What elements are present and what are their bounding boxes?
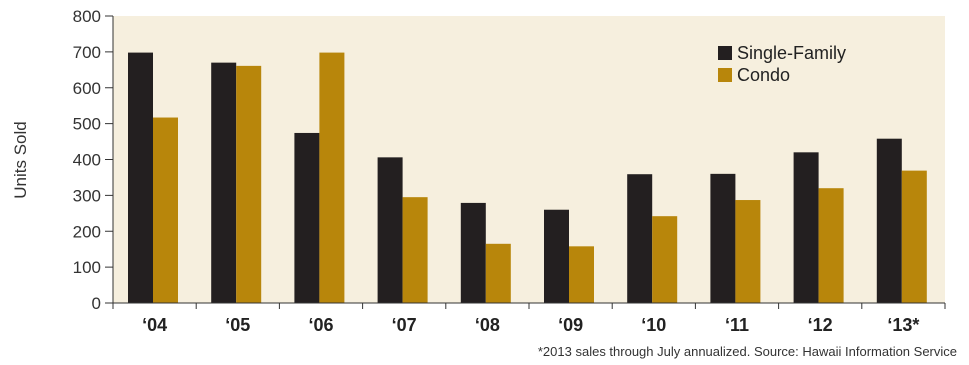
bar-condo: [569, 246, 594, 303]
bar-condo: [818, 188, 844, 303]
x-category-label: ‘08: [475, 315, 500, 335]
bar-condo: [485, 243, 511, 303]
bar-single-family: [876, 138, 902, 303]
x-category-label: ‘04: [142, 315, 167, 335]
bar-single-family: [294, 132, 320, 303]
y-tick-label: 300: [73, 186, 101, 205]
bar-condo: [319, 52, 345, 303]
y-tick-label: 400: [73, 151, 101, 170]
x-axis: ‘04 ‘05 ‘06 ‘07 ‘08 ‘09 ‘10 ‘11 ‘12 ‘13*: [112, 302, 946, 335]
bar-single-family: [128, 52, 153, 303]
legend-label-condo: Condo: [737, 65, 790, 85]
y-tick-label: 500: [73, 115, 101, 134]
bar-condo: [735, 200, 761, 303]
y-tick-label: 200: [73, 222, 101, 241]
bar-condo: [402, 197, 428, 303]
bar-condo: [901, 170, 927, 303]
x-category-label: ‘12: [808, 315, 833, 335]
x-category-label: ‘10: [641, 315, 666, 335]
bar-single-family: [377, 157, 403, 303]
legend: Single-Family Condo: [718, 43, 846, 85]
x-category-label: ‘09: [558, 315, 583, 335]
y-axis-label: Units Sold: [11, 121, 30, 198]
bars-group: [128, 52, 927, 304]
legend-swatch-condo: [718, 68, 732, 82]
x-category-label: ‘07: [392, 315, 417, 335]
legend-swatch-single-family: [718, 46, 732, 60]
bar-single-family: [793, 152, 819, 303]
y-tick-label: 700: [73, 43, 101, 62]
y-axis: 0 100 200 300 400 500 600 700 800: [73, 7, 114, 313]
x-category-label: ‘11: [725, 315, 749, 335]
y-tick-label: 0: [92, 294, 101, 313]
bar-single-family: [627, 174, 653, 303]
bar-single-family: [710, 173, 736, 303]
bar-single-family: [544, 209, 569, 303]
x-category-label: ‘06: [308, 315, 333, 335]
footnote: *2013 sales through July annualized. Sou…: [538, 344, 957, 359]
y-tick-label: 100: [73, 258, 101, 277]
x-category-label: ‘13*: [887, 315, 919, 335]
bar-condo: [153, 117, 178, 304]
bar-single-family: [460, 202, 486, 303]
y-tick-label: 600: [73, 79, 101, 98]
legend-label-single-family: Single-Family: [737, 43, 846, 63]
bar-condo: [236, 65, 262, 304]
bar-condo: [652, 216, 678, 303]
bar-single-family: [211, 62, 237, 304]
y-tick-label: 800: [73, 7, 101, 26]
x-category-label: ‘05: [225, 315, 250, 335]
